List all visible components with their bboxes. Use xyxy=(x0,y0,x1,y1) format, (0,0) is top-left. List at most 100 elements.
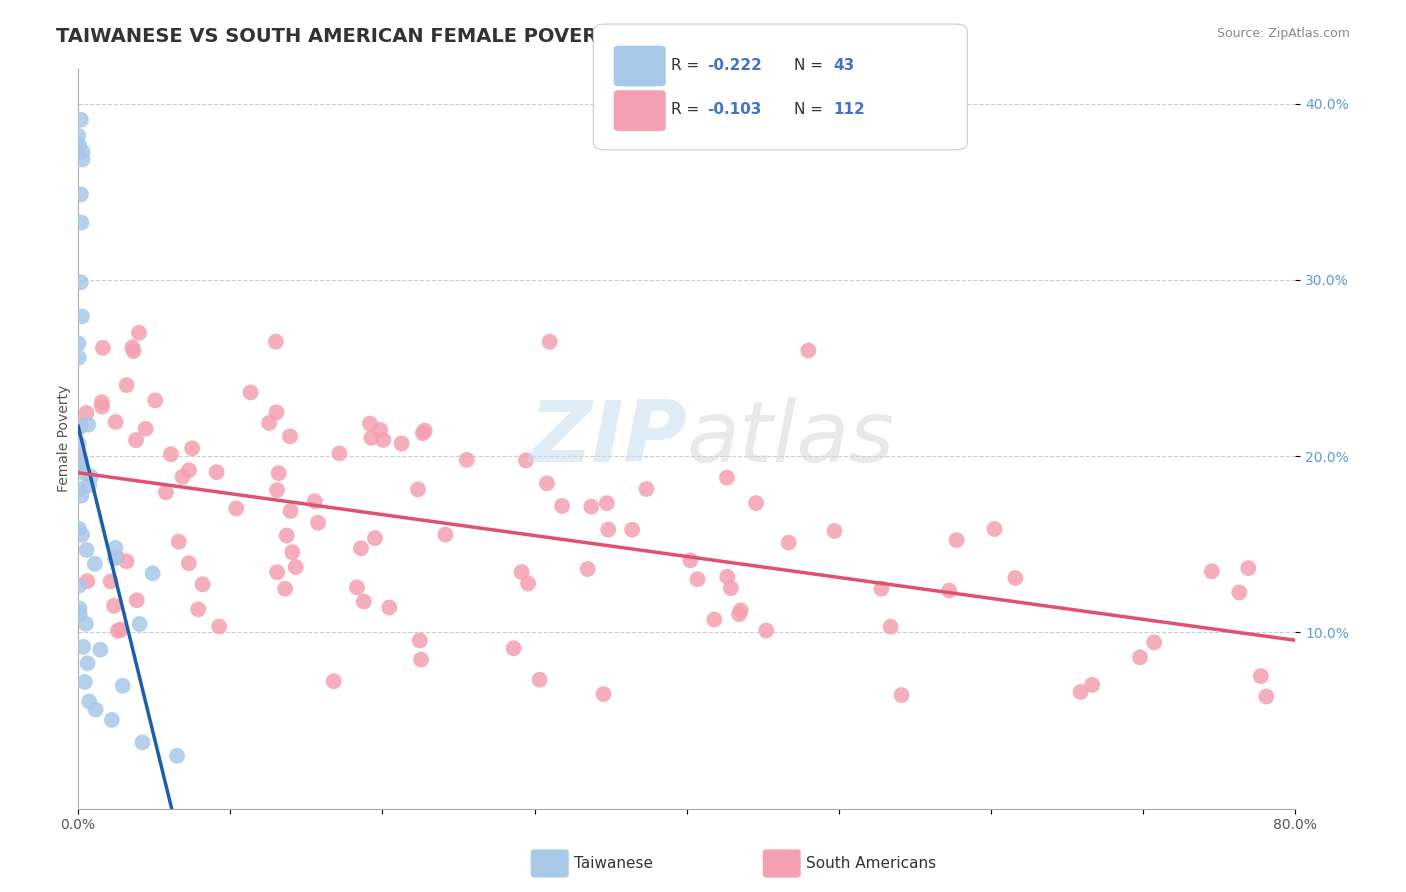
Point xyxy=(77,417,100,432)
Point xyxy=(1004,571,1026,585)
Point xyxy=(110,623,132,637)
Point xyxy=(304,494,326,508)
Point xyxy=(89,642,111,657)
Point xyxy=(1070,685,1092,699)
Point xyxy=(983,522,1005,536)
Point xyxy=(636,482,658,496)
Point xyxy=(778,535,800,549)
Point xyxy=(359,417,381,431)
Point xyxy=(879,620,901,634)
Point xyxy=(413,424,436,438)
Point xyxy=(67,138,90,153)
Point xyxy=(529,673,551,687)
Text: 112: 112 xyxy=(834,103,866,117)
Point xyxy=(278,429,301,443)
Point xyxy=(728,607,751,622)
Point xyxy=(890,688,912,702)
Point xyxy=(69,601,91,615)
Point xyxy=(91,400,114,414)
Point xyxy=(353,594,375,608)
Point xyxy=(264,334,287,349)
Text: TAIWANESE VS SOUTH AMERICAN FEMALE POVERTY CORRELATION CHART: TAIWANESE VS SOUTH AMERICAN FEMALE POVER… xyxy=(56,27,865,45)
Point xyxy=(131,735,153,749)
Point xyxy=(70,187,93,202)
Text: ZIP: ZIP xyxy=(529,397,686,480)
Point xyxy=(755,624,778,638)
Point xyxy=(823,524,845,538)
Point xyxy=(115,378,138,392)
Point xyxy=(378,600,401,615)
Point xyxy=(104,541,127,555)
Point xyxy=(67,128,90,143)
Point xyxy=(167,534,190,549)
Point xyxy=(205,465,228,479)
Point xyxy=(1227,585,1250,599)
Point xyxy=(368,423,391,437)
Text: R =: R = xyxy=(671,58,704,72)
Point xyxy=(100,574,122,589)
Point xyxy=(75,616,97,631)
Text: -0.103: -0.103 xyxy=(707,103,762,117)
Point xyxy=(143,393,166,408)
Point xyxy=(67,579,90,593)
Point xyxy=(716,470,738,484)
Point xyxy=(104,415,127,429)
Point xyxy=(90,395,112,409)
Y-axis label: Female Poverty: Female Poverty xyxy=(58,385,72,492)
Point xyxy=(128,617,150,632)
Point xyxy=(350,541,373,556)
Point xyxy=(84,703,107,717)
Point xyxy=(266,566,288,580)
Point xyxy=(1250,669,1272,683)
Text: N =: N = xyxy=(794,103,828,117)
Point xyxy=(172,469,194,483)
Text: R =: R = xyxy=(671,103,704,117)
Point xyxy=(281,545,304,559)
Point xyxy=(322,674,344,689)
Point xyxy=(69,451,91,466)
Point xyxy=(409,633,432,648)
Point xyxy=(104,551,127,566)
Point xyxy=(70,216,93,230)
Point xyxy=(1143,635,1166,649)
Point xyxy=(125,593,148,607)
Point xyxy=(409,652,432,666)
Point xyxy=(73,674,96,689)
Point xyxy=(76,657,98,671)
Point xyxy=(70,275,93,289)
Point xyxy=(208,619,231,633)
Point xyxy=(266,483,288,497)
Point xyxy=(77,694,100,708)
Point xyxy=(1256,690,1278,704)
Point xyxy=(284,560,307,574)
Text: Source: ZipAtlas.com: Source: ZipAtlas.com xyxy=(1216,27,1350,40)
Point xyxy=(76,543,98,558)
Point xyxy=(181,442,204,456)
Point xyxy=(938,583,960,598)
Point xyxy=(70,527,93,541)
Point xyxy=(103,599,125,613)
Point xyxy=(177,463,200,477)
Point xyxy=(945,533,967,548)
Point xyxy=(502,641,524,656)
Point xyxy=(155,485,177,500)
Point xyxy=(107,624,129,638)
Point xyxy=(72,145,94,159)
Point xyxy=(373,433,395,447)
Point xyxy=(83,557,105,571)
Point xyxy=(128,326,150,340)
Point xyxy=(870,582,893,596)
Text: Taiwanese: Taiwanese xyxy=(574,856,652,871)
Point xyxy=(69,418,91,433)
Point xyxy=(70,112,93,127)
Point xyxy=(456,453,478,467)
Point xyxy=(510,565,533,579)
Point xyxy=(76,574,98,589)
Point xyxy=(517,576,540,591)
Point xyxy=(720,581,742,595)
Text: N =: N = xyxy=(794,58,828,72)
Point xyxy=(166,748,188,763)
Point xyxy=(328,446,350,460)
Point xyxy=(67,522,90,536)
Point xyxy=(307,516,329,530)
